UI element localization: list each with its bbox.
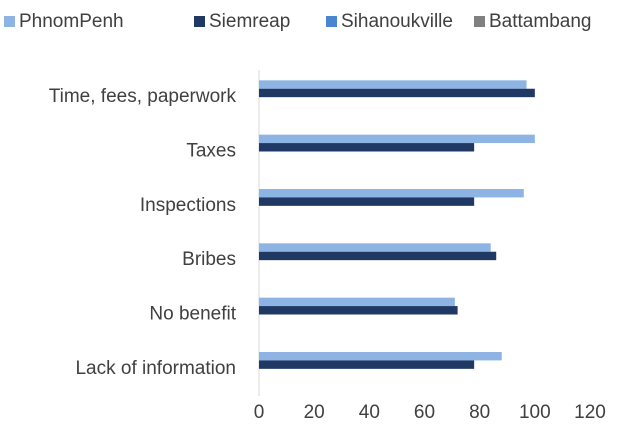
y-tick-label: No benefit <box>149 304 236 325</box>
bar <box>259 351 502 361</box>
x-tick-label: 120 <box>574 402 606 423</box>
bar <box>259 134 535 144</box>
x-tick-label: 0 <box>254 402 265 423</box>
bar <box>259 88 535 98</box>
bar <box>259 80 527 89</box>
legend-swatch <box>474 16 485 27</box>
y-tick-label: Taxes <box>186 141 236 162</box>
bar <box>259 251 497 261</box>
legend-label: Sihanoukville <box>341 11 453 32</box>
x-tick-label: 40 <box>359 402 380 423</box>
x-tick-label: 20 <box>304 402 325 423</box>
bar <box>259 143 475 152</box>
bar <box>259 188 524 198</box>
bar <box>259 243 491 252</box>
legend-swatch <box>194 16 205 27</box>
bar <box>259 306 458 315</box>
bar <box>259 197 475 206</box>
y-tick-label: Time, fees, paperwork <box>49 86 237 107</box>
legend-label: Siemreap <box>209 11 290 32</box>
bar <box>259 360 475 369</box>
bar <box>259 297 455 307</box>
y-tick-label: Lack of information <box>75 358 236 379</box>
legend-label: Battambang <box>489 11 591 32</box>
y-tick-label: Bribes <box>182 249 236 270</box>
x-tick-label: 60 <box>414 402 435 423</box>
legend-label: PhnomPenh <box>19 11 124 32</box>
legend-swatch <box>4 16 15 27</box>
x-tick-label: 80 <box>469 402 490 423</box>
x-tick-label: 100 <box>519 402 551 423</box>
y-tick-label: Inspections <box>140 195 236 216</box>
legend-swatch <box>326 16 337 27</box>
